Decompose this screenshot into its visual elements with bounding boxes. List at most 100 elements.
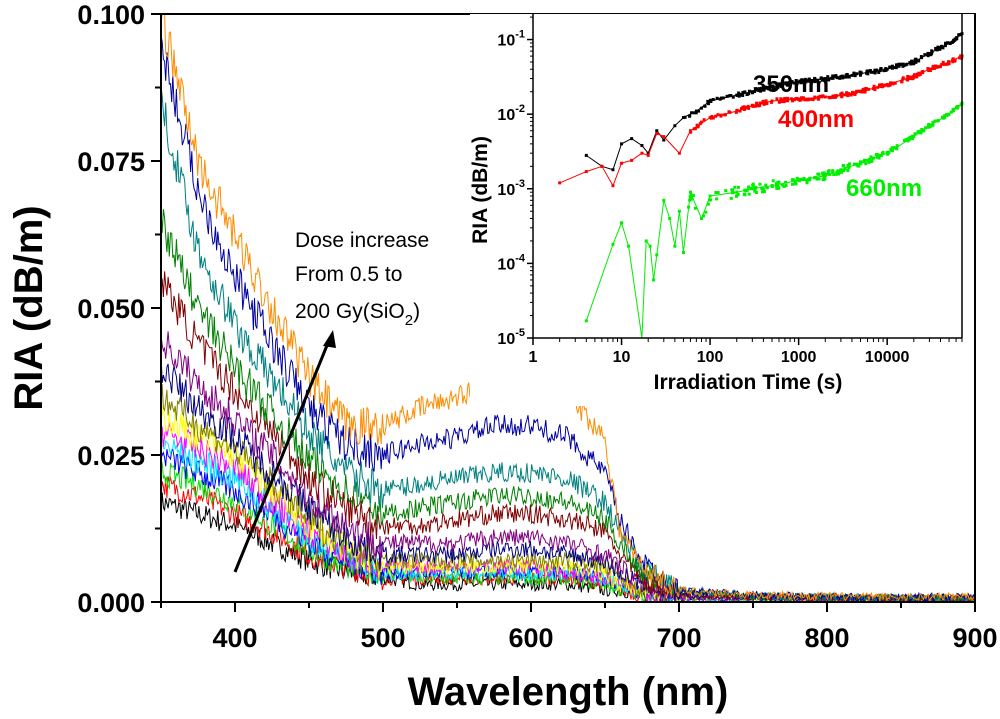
inset-point (820, 95, 824, 99)
inset-point (584, 319, 588, 323)
inset-point (845, 75, 849, 79)
inset-point (721, 96, 725, 100)
inset-point (725, 94, 729, 98)
inset-point (683, 115, 687, 119)
inset-point (747, 89, 751, 93)
inset-point (947, 41, 951, 45)
inset-point (875, 68, 879, 72)
inset-point (839, 93, 843, 97)
inset-point (914, 60, 918, 64)
inset-point (731, 190, 735, 194)
y-axis-label: RIA (dB/m) (7, 205, 51, 410)
inset-point (677, 151, 681, 155)
inset-point (836, 169, 840, 173)
inset-point (958, 56, 962, 60)
inset-point (875, 155, 879, 159)
inset-point (827, 169, 831, 173)
inset-point (933, 119, 937, 123)
inset-point (815, 177, 819, 181)
inset-point (944, 41, 948, 45)
inset-point (817, 177, 821, 181)
annotation-line-3-end: ) (413, 300, 420, 323)
inset-point (942, 62, 946, 66)
inset-point (753, 88, 757, 92)
inset-point (915, 72, 919, 76)
inset-point (808, 178, 812, 182)
inset-point (724, 113, 728, 117)
inset-point (689, 197, 693, 201)
inset-point (859, 161, 863, 165)
inset-x-tick-label: 1 (529, 349, 538, 366)
inset-point (681, 116, 685, 120)
inset-point (818, 94, 822, 98)
inset-point (917, 59, 921, 63)
inset-point (910, 59, 914, 63)
inset-y-tick-label: 10-1 (497, 29, 525, 50)
inset-point (831, 95, 835, 99)
inset-point (879, 67, 883, 71)
inset-point (813, 77, 817, 81)
inset-point (716, 113, 720, 117)
inset-point (766, 86, 770, 90)
inset-point (747, 185, 751, 189)
inset-point (921, 71, 925, 75)
inset-point (697, 109, 701, 113)
y-tick-label: 0.075 (77, 147, 145, 177)
inset-point (786, 99, 790, 103)
inset-point (795, 81, 799, 85)
inset-point (821, 171, 825, 175)
inset-point (873, 71, 877, 75)
inset-point (702, 118, 706, 122)
inset-point (839, 74, 843, 78)
inset-point (784, 180, 788, 184)
inset-point (600, 164, 604, 168)
inset-point (943, 114, 947, 118)
inset-y-tick-base: 10 (497, 33, 515, 50)
inset-point (787, 81, 791, 85)
inset-point (786, 97, 790, 101)
inset-point (890, 149, 894, 153)
inset-point (758, 101, 762, 105)
inset-point (745, 188, 749, 192)
x-tick-label: 900 (952, 623, 997, 653)
inset-point (855, 72, 859, 76)
inset-point (750, 90, 754, 94)
inset-point (708, 194, 712, 198)
inset-point (912, 60, 916, 64)
inset-point (873, 88, 877, 92)
inset-point (744, 189, 748, 193)
inset-point (735, 93, 739, 97)
inset-point (702, 214, 706, 218)
inset-point (693, 206, 697, 210)
y-tick-label: 0.000 (77, 588, 145, 618)
inset-point (927, 67, 931, 71)
inset-point (807, 97, 811, 101)
inset-point (827, 95, 831, 99)
inset-point (688, 114, 692, 118)
inset-point (799, 80, 803, 84)
inset-y-tick-exponent: -4 (515, 252, 526, 264)
inset-point (856, 89, 860, 93)
inset-point (878, 153, 882, 157)
legend-400nm: 400nm (778, 106, 854, 133)
inset-y-tick-exponent: -1 (515, 29, 525, 41)
inset-point (843, 93, 847, 97)
inset-point (706, 102, 710, 106)
inset-point (845, 91, 849, 95)
inset-point (687, 205, 691, 209)
inset-point (792, 81, 796, 85)
inset-point (917, 129, 921, 133)
inset-point (890, 64, 894, 68)
inset-point (955, 37, 959, 41)
inset-point (756, 104, 760, 108)
inset-point (751, 183, 755, 187)
inset-point (912, 74, 916, 78)
inset-point (782, 184, 786, 188)
inset-point (761, 187, 765, 191)
inset-point (863, 87, 867, 91)
inset-point (936, 119, 940, 123)
inset-point (815, 78, 819, 82)
inset-point (952, 107, 956, 111)
